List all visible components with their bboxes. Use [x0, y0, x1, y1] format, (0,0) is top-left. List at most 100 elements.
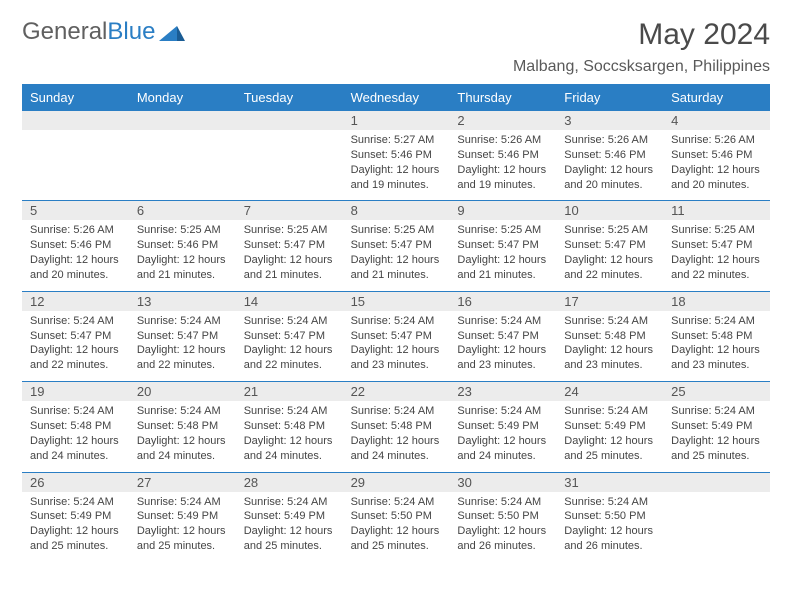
- sunrise-text: Sunrise: 5:24 AM: [244, 314, 335, 329]
- day-number: 9: [449, 201, 556, 220]
- logo-text-blue: Blue: [107, 18, 155, 46]
- sunset-text: Sunset: 5:50 PM: [564, 509, 655, 524]
- sunset-text: Sunset: 5:47 PM: [457, 329, 548, 344]
- day-number: 8: [343, 201, 450, 220]
- day-number-row: 12131415161718: [22, 292, 770, 311]
- sunset-text: Sunset: 5:48 PM: [30, 419, 121, 434]
- day-cell: Sunrise: 5:26 AMSunset: 5:46 PMDaylight:…: [449, 130, 556, 200]
- day-number: [22, 111, 129, 130]
- daylight-text: Daylight: 12 hours and 21 minutes.: [244, 253, 335, 283]
- daylight-text: Daylight: 12 hours and 24 minutes.: [137, 434, 228, 464]
- daylight-text: Daylight: 12 hours and 23 minutes.: [564, 343, 655, 373]
- calendar-week: 262728293031Sunrise: 5:24 AMSunset: 5:49…: [22, 473, 770, 562]
- day-number: 29: [343, 473, 450, 492]
- sunset-text: Sunset: 5:46 PM: [351, 148, 442, 163]
- sunrise-text: Sunrise: 5:24 AM: [30, 495, 121, 510]
- dow-wednesday: Wednesday: [343, 84, 450, 111]
- day-cell: Sunrise: 5:24 AMSunset: 5:49 PMDaylight:…: [22, 492, 129, 562]
- sunrise-text: Sunrise: 5:24 AM: [244, 404, 335, 419]
- daylight-text: Daylight: 12 hours and 25 minutes.: [30, 524, 121, 554]
- day-cell: Sunrise: 5:25 AMSunset: 5:47 PMDaylight:…: [663, 220, 770, 290]
- day-number: [129, 111, 236, 130]
- day-number-row: 567891011: [22, 201, 770, 220]
- day-number: 7: [236, 201, 343, 220]
- day-number: 15: [343, 292, 450, 311]
- daylight-text: Daylight: 12 hours and 22 minutes.: [137, 343, 228, 373]
- day-number: 4: [663, 111, 770, 130]
- daylight-text: Daylight: 12 hours and 24 minutes.: [244, 434, 335, 464]
- day-cell: Sunrise: 5:24 AMSunset: 5:47 PMDaylight:…: [22, 311, 129, 381]
- location-text: Malbang, Soccsksargen, Philippines: [513, 58, 770, 76]
- sunrise-text: Sunrise: 5:24 AM: [351, 314, 442, 329]
- day-cell: Sunrise: 5:24 AMSunset: 5:47 PMDaylight:…: [343, 311, 450, 381]
- day-number: 5: [22, 201, 129, 220]
- sunset-text: Sunset: 5:46 PM: [671, 148, 762, 163]
- sunrise-text: Sunrise: 5:26 AM: [457, 133, 548, 148]
- weeks-container: 1234Sunrise: 5:27 AMSunset: 5:46 PMDayli…: [22, 111, 770, 562]
- sunset-text: Sunset: 5:46 PM: [457, 148, 548, 163]
- dow-monday: Monday: [129, 84, 236, 111]
- sunrise-text: Sunrise: 5:24 AM: [351, 495, 442, 510]
- daylight-text: Daylight: 12 hours and 25 minutes.: [244, 524, 335, 554]
- day-number-row: 262728293031: [22, 473, 770, 492]
- calendar-week: 12131415161718Sunrise: 5:24 AMSunset: 5:…: [22, 292, 770, 382]
- calendar-week: 567891011Sunrise: 5:26 AMSunset: 5:46 PM…: [22, 201, 770, 291]
- day-number: 21: [236, 382, 343, 401]
- day-body-row: Sunrise: 5:27 AMSunset: 5:46 PMDaylight:…: [22, 130, 770, 200]
- sunrise-text: Sunrise: 5:24 AM: [564, 314, 655, 329]
- logo-text-general: General: [22, 18, 107, 46]
- daylight-text: Daylight: 12 hours and 26 minutes.: [564, 524, 655, 554]
- day-cell: Sunrise: 5:24 AMSunset: 5:48 PMDaylight:…: [129, 401, 236, 471]
- sunset-text: Sunset: 5:47 PM: [30, 329, 121, 344]
- day-cell: Sunrise: 5:24 AMSunset: 5:49 PMDaylight:…: [236, 492, 343, 562]
- day-cell: Sunrise: 5:24 AMSunset: 5:47 PMDaylight:…: [129, 311, 236, 381]
- daylight-text: Daylight: 12 hours and 25 minutes.: [671, 434, 762, 464]
- sunrise-text: Sunrise: 5:24 AM: [30, 314, 121, 329]
- day-number: 23: [449, 382, 556, 401]
- day-cell: Sunrise: 5:24 AMSunset: 5:47 PMDaylight:…: [236, 311, 343, 381]
- sunset-text: Sunset: 5:47 PM: [244, 238, 335, 253]
- dow-thursday: Thursday: [449, 84, 556, 111]
- daylight-text: Daylight: 12 hours and 20 minutes.: [564, 163, 655, 193]
- sunrise-text: Sunrise: 5:26 AM: [564, 133, 655, 148]
- day-number-row: 1234: [22, 111, 770, 130]
- day-of-week-header: Sunday Monday Tuesday Wednesday Thursday…: [22, 84, 770, 111]
- day-number: 6: [129, 201, 236, 220]
- sunrise-text: Sunrise: 5:24 AM: [457, 404, 548, 419]
- day-cell: Sunrise: 5:24 AMSunset: 5:48 PMDaylight:…: [343, 401, 450, 471]
- day-cell: [236, 130, 343, 200]
- day-cell: Sunrise: 5:24 AMSunset: 5:48 PMDaylight:…: [556, 311, 663, 381]
- day-number: 11: [663, 201, 770, 220]
- day-cell: Sunrise: 5:25 AMSunset: 5:46 PMDaylight:…: [129, 220, 236, 290]
- title-block: May 2024 Malbang, Soccsksargen, Philippi…: [513, 18, 770, 76]
- day-body-row: Sunrise: 5:24 AMSunset: 5:49 PMDaylight:…: [22, 492, 770, 562]
- day-cell: Sunrise: 5:24 AMSunset: 5:50 PMDaylight:…: [343, 492, 450, 562]
- sunset-text: Sunset: 5:48 PM: [671, 329, 762, 344]
- day-number: 3: [556, 111, 663, 130]
- sunrise-text: Sunrise: 5:25 AM: [137, 223, 228, 238]
- sunrise-text: Sunrise: 5:24 AM: [457, 495, 548, 510]
- day-cell: [663, 492, 770, 562]
- daylight-text: Daylight: 12 hours and 21 minutes.: [457, 253, 548, 283]
- daylight-text: Daylight: 12 hours and 21 minutes.: [351, 253, 442, 283]
- day-number: 24: [556, 382, 663, 401]
- daylight-text: Daylight: 12 hours and 24 minutes.: [351, 434, 442, 464]
- sunset-text: Sunset: 5:48 PM: [137, 419, 228, 434]
- sunrise-text: Sunrise: 5:25 AM: [564, 223, 655, 238]
- dow-sunday: Sunday: [22, 84, 129, 111]
- sunrise-text: Sunrise: 5:24 AM: [351, 404, 442, 419]
- daylight-text: Daylight: 12 hours and 24 minutes.: [30, 434, 121, 464]
- sunrise-text: Sunrise: 5:24 AM: [671, 404, 762, 419]
- day-cell: Sunrise: 5:26 AMSunset: 5:46 PMDaylight:…: [556, 130, 663, 200]
- day-number: 14: [236, 292, 343, 311]
- day-number: 27: [129, 473, 236, 492]
- day-number: 19: [22, 382, 129, 401]
- sunset-text: Sunset: 5:46 PM: [564, 148, 655, 163]
- day-cell: Sunrise: 5:26 AMSunset: 5:46 PMDaylight:…: [663, 130, 770, 200]
- daylight-text: Daylight: 12 hours and 25 minutes.: [137, 524, 228, 554]
- day-number: 17: [556, 292, 663, 311]
- daylight-text: Daylight: 12 hours and 23 minutes.: [671, 343, 762, 373]
- daylight-text: Daylight: 12 hours and 20 minutes.: [30, 253, 121, 283]
- daylight-text: Daylight: 12 hours and 23 minutes.: [457, 343, 548, 373]
- day-cell: Sunrise: 5:25 AMSunset: 5:47 PMDaylight:…: [449, 220, 556, 290]
